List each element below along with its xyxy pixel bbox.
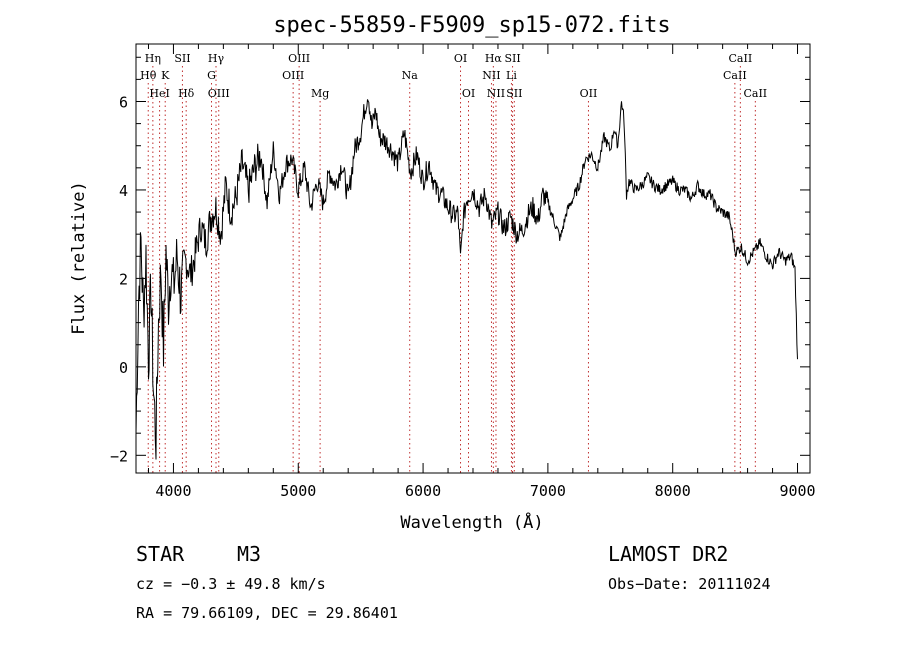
spectral-line-label: Na [402, 69, 419, 82]
y-tick-label: 0 [119, 359, 128, 377]
y-tick-label: −2 [110, 447, 128, 465]
survey-release: LAMOST DR2 [608, 542, 729, 566]
x-tick-label: 6000 [405, 482, 441, 500]
spectral-line-label: OI [462, 87, 475, 100]
spectral-line-label: OIII [282, 69, 304, 82]
spectral-line-label: K [161, 69, 170, 82]
spectral-line-label: SII [504, 52, 520, 65]
spectral-line-label: Hγ [208, 52, 225, 65]
plot-frame [135, 43, 811, 474]
y-tick-label: 2 [119, 270, 128, 288]
spectral-line-label: G [207, 69, 216, 82]
spectral-line-label: SII [174, 52, 190, 65]
object-class: STAR [136, 542, 185, 566]
x-tick-label: 8000 [655, 482, 691, 500]
spectral-line-label: SII [506, 87, 522, 100]
spectral-line-label: NII [482, 69, 500, 82]
spectral-line-label: HeI [149, 87, 169, 100]
x-axis-label: Wavelength (Å) [400, 511, 543, 533]
spectral-line-label: NII [487, 87, 505, 100]
spectral-line-label: OIII [288, 52, 310, 65]
spectral-line-label: Mg [311, 87, 329, 100]
spectral-line-label: CaII [723, 69, 747, 82]
chart-title: spec-55859-F5909_sp15-072.fits [273, 13, 670, 38]
spectrum-line [135, 99, 798, 460]
spectral-line-label: Hα [485, 52, 503, 65]
x-tick-label: 4000 [155, 482, 191, 500]
spectral-line-label: CaII [729, 52, 753, 65]
y-tick-label: 4 [119, 182, 128, 200]
x-tick-label: 9000 [779, 482, 815, 500]
spectral-line-label: Hδ [178, 87, 195, 100]
x-tick-label: 7000 [530, 482, 566, 500]
object-subclass: M3 [237, 542, 262, 566]
spectral-line-label: OII [580, 87, 598, 100]
redshift-velocity: cz = −0.3 ± 49.8 km/s [136, 575, 326, 593]
x-tick-label: 5000 [280, 482, 316, 500]
spectral-line-label: Hη [145, 52, 161, 65]
spectral-line-label: CaII [743, 87, 767, 100]
observation-date: Obs−Date: 20111024 [608, 575, 771, 593]
y-tick-label: 6 [119, 93, 128, 111]
spectral-line-label: OI [454, 52, 467, 65]
spectral-line-label: Li [506, 69, 517, 82]
spectral-line-label: OIII [208, 87, 230, 100]
spectral-line-label: Hθ [140, 69, 157, 82]
sky-coordinates: RA = 79.66109, DEC = 29.86401 [136, 604, 398, 622]
y-axis-label: Flux (relative) [69, 181, 89, 335]
